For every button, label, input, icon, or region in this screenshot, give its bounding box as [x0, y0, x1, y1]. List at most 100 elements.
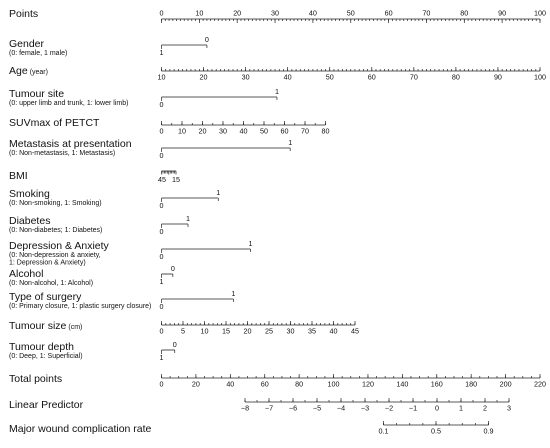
row-tumour-depth: Tumour depth(0: Deep, 1: Superficial) 01 — [9, 340, 177, 362]
variable-sublabel: (0: Non-diabetes; 1: Diabetes) — [9, 227, 102, 234]
tick-label: 120 — [362, 380, 374, 389]
tick-label: 60 — [368, 73, 376, 82]
tick-label: 5 — [181, 327, 185, 336]
tick-label: 0.9 — [484, 427, 494, 436]
category-label: 0 — [160, 201, 164, 210]
tick-label: 0 — [160, 9, 164, 18]
row-diabetes: Diabetes(0: Non-diabetes; 1: Diabetes) 1 0 — [9, 214, 190, 236]
tick-label: 60 — [281, 127, 289, 136]
variable-sublabel: 1: Depression & Anxiety) — [9, 260, 86, 267]
tick-label: 100 — [328, 380, 340, 389]
variable-label: Age (year) — [9, 65, 48, 77]
variable-label: Total points — [9, 373, 62, 385]
tick-label: 90 — [494, 73, 502, 82]
category-label: 1 — [216, 188, 220, 197]
variable-label: Alcohol — [9, 268, 43, 280]
tick-label: 45 — [351, 327, 359, 336]
tick-label: 90 — [498, 9, 506, 18]
tick-label: 10 — [158, 73, 166, 82]
tick-label: 80 — [295, 380, 303, 389]
tick-label: 70 — [301, 127, 309, 136]
tick-label: 70 — [410, 73, 418, 82]
tick-label: 40 — [284, 73, 292, 82]
tick-label: 0.5 — [431, 427, 441, 436]
tick-label: 100 — [534, 73, 546, 82]
tick-label: 25 — [265, 327, 273, 336]
row-bmi: BMI 45 15 — [9, 170, 180, 184]
variable-sublabel: (0: Primary closure, 1: plastic surgery … — [9, 303, 151, 310]
tick-label: 80 — [460, 9, 468, 18]
tick-label: −3 — [361, 404, 369, 413]
variable-label: Tumour size (cm) — [9, 320, 82, 332]
category-label: 1 — [248, 239, 252, 248]
variable-sublabel: (0: Non-metastasis, 1: Metastasis) — [9, 150, 115, 157]
category-label: 1 — [186, 214, 190, 223]
variable-label: Smoking — [9, 188, 50, 200]
variable-label: Depression & Anxiety — [9, 240, 110, 252]
row-metastasis: Metastasis at presentation(0: Non-metast… — [9, 138, 292, 160]
tick-label: 50 — [326, 73, 334, 82]
row-linear-predictor: Linear Predictor −8 −7 −6 −5 −4 −3 −2 −1 0 1 2 3 — [9, 398, 511, 413]
tick-label: −7 — [265, 404, 273, 413]
category-label: 1 — [231, 289, 235, 298]
tick-label: 10 — [195, 9, 203, 18]
tick-label: 50 — [260, 127, 268, 136]
tick-label: 20 — [233, 9, 241, 18]
variable-label: Major wound complication rate — [9, 423, 152, 435]
tick-label: 80 — [452, 73, 460, 82]
tick-label: 30 — [271, 9, 279, 18]
tick-label: −4 — [337, 404, 345, 413]
category-label: 0 — [160, 227, 164, 236]
tick-label: −2 — [385, 404, 393, 413]
tick-label: 0 — [160, 327, 164, 336]
tick-label: 20 — [200, 73, 208, 82]
row-smoking: Smoking(0: Non-smoking, 1: Smoking) 1 0 — [9, 188, 220, 210]
category-label: 1 — [160, 48, 164, 57]
tick-label: 0 — [160, 380, 164, 389]
variable-label: BMI — [9, 170, 28, 182]
tick-label: 10 — [178, 127, 186, 136]
tick-label: 60 — [385, 9, 393, 18]
tick-label: 20 — [192, 380, 200, 389]
variable-label: Diabetes — [9, 215, 50, 227]
tick-label: −1 — [409, 404, 417, 413]
variable-sublabel: (0: upper limb and trunk, 1: lower limb) — [9, 100, 128, 107]
row-age: Age (year) 10 20 30 40 50 60 70 80 90 100 — [9, 65, 546, 82]
category-label: 1 — [288, 138, 292, 147]
variable-sublabel: (0: Non-smoking, 1: Smoking) — [9, 200, 102, 207]
tick-label: 40 — [309, 9, 317, 18]
row-tumour-size: Tumour size (cm) 0 5 10 15 20 25 30 35 40 45 — [9, 320, 359, 336]
tick-label: 0 — [160, 127, 164, 136]
row-surgery: Type of surgery(0: Primary closure, 1: p… — [9, 289, 235, 311]
category-label: 1 — [275, 87, 279, 96]
tick-label: −6 — [289, 404, 297, 413]
tick-label: 1 — [459, 404, 463, 413]
variable-label: Points — [9, 8, 38, 20]
tick-label: 50 — [347, 9, 355, 18]
variable-sublabel: (0: Deep, 1: Superficial) — [9, 353, 83, 360]
tick-label: 40 — [226, 380, 234, 389]
category-label: 0 — [160, 151, 164, 160]
variable-sublabel: (0: female, 1 male) — [9, 50, 67, 57]
tick-label: 0.1 — [379, 427, 389, 436]
tick-label: 2 — [483, 404, 487, 413]
row-depression: Depression & Anxiety(0: Non-depression &… — [9, 239, 252, 267]
tick-label: 45 — [158, 175, 166, 184]
variable-sublabel: (0: Non-alcohol, 1: Alcohol) — [9, 280, 93, 287]
tick-label: −5 — [313, 404, 321, 413]
variable-label: Linear Predictor — [9, 399, 84, 411]
tick-label: 30 — [287, 327, 295, 336]
category-label: 1 — [160, 353, 164, 362]
tick-label: 0 — [435, 404, 439, 413]
tick-label: 15 — [172, 175, 180, 184]
variable-label: Gender — [9, 38, 45, 50]
category-label: 0 — [205, 35, 209, 44]
tick-label: 160 — [431, 380, 443, 389]
row-total-points: Total points 0 20 40 60 80 100 120 140 160 180 200 2… — [9, 373, 546, 389]
row-alcohol: Alcohol(0: Non-alcohol, 1: Alcohol) 01 — [9, 264, 175, 287]
tick-label: 20 — [244, 327, 252, 336]
category-label: 0 — [171, 264, 175, 273]
tick-label: 180 — [465, 380, 477, 389]
tick-label: 30 — [219, 127, 227, 136]
